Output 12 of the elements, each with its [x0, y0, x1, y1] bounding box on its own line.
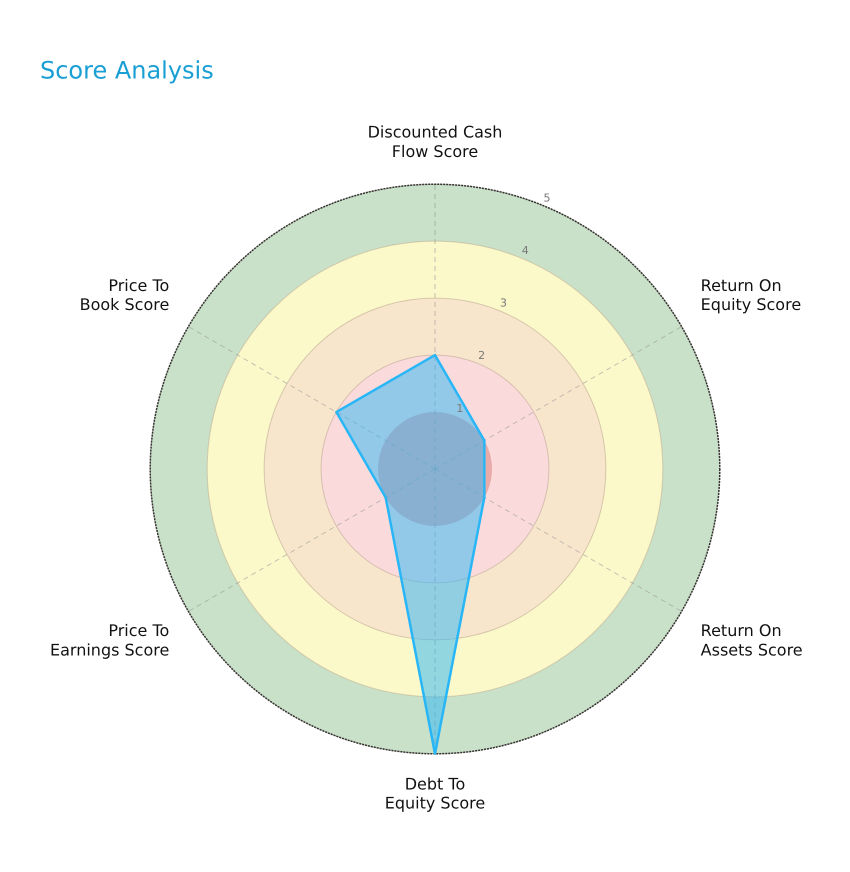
y-tick-label: 2 — [478, 349, 486, 362]
spoke-label: Debt To Equity Score — [384, 774, 486, 813]
chart-title: Score Analysis — [40, 56, 214, 85]
spoke-label: Price To Book Score — [80, 276, 170, 314]
spoke-label: Return On Equity Score — [700, 276, 802, 314]
spoke-label: Price To Earnings Score — [50, 621, 170, 660]
y-tick-label: 5 — [544, 191, 551, 204]
y-tick-label: 1 — [456, 402, 464, 415]
spoke-label: Discounted Cash Flow Score — [368, 122, 502, 161]
spoke-label: Return On Assets Score — [700, 621, 803, 660]
y-tick-label: 4 — [522, 244, 529, 257]
y-tick-label: 3 — [500, 296, 507, 310]
